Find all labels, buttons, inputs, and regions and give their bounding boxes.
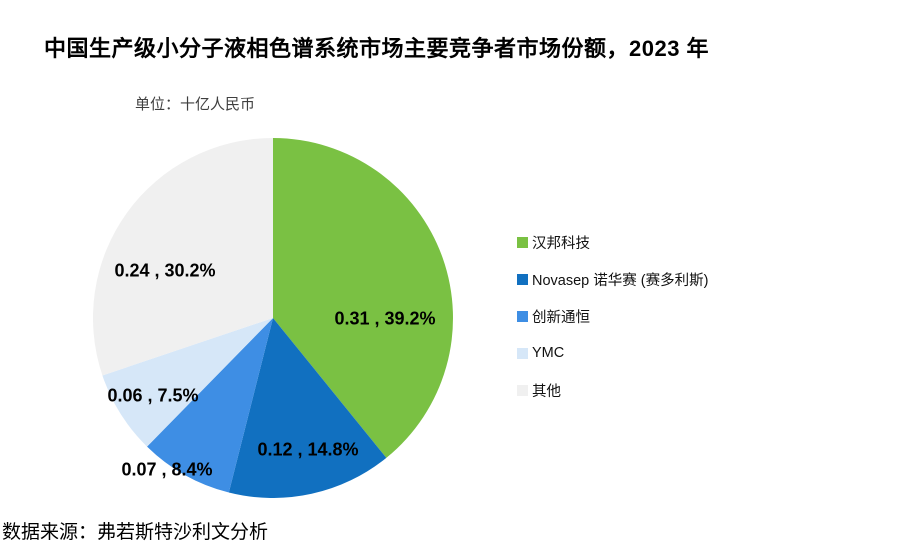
pie-data-label-ymc: 0.06 , 7.5%: [107, 385, 199, 406]
data-source: 数据来源：弗若斯特沙利文分析: [2, 521, 269, 543]
legend-label-cxth: 创新通恒: [532, 309, 590, 326]
legend-swatch-hanbang: [517, 236, 528, 248]
legend-swatch-ymc: [517, 347, 528, 359]
legend-item-others: 其他: [517, 379, 708, 401]
legend-swatch-cxth: [517, 310, 528, 322]
pie-data-label-others: 0.24 , 30.2%: [114, 260, 216, 281]
legend-label-ymc: YMC: [532, 345, 565, 361]
pie-slice-cxth: [147, 318, 273, 493]
pie-slice-ymc: [102, 318, 273, 447]
pie-data-label-hanbang: 0.31 , 39.2%: [334, 308, 436, 329]
pie-slice-others: [93, 138, 273, 376]
legend-item-ymc: YMC: [517, 342, 708, 364]
chart-title: 中国生产级小分子液相色谱系统市场主要竞争者市场份额，2023 年: [44, 36, 710, 61]
legend-item-hanbang: 汉邦科技: [517, 231, 708, 253]
legend-swatch-novasep: [517, 273, 528, 285]
legend-item-novasep: Novasep 诺华赛 (赛多利斯): [517, 268, 708, 290]
pie-slice-novasep: [228, 318, 387, 498]
legend-label-hanbang: 汉邦科技: [532, 235, 590, 252]
legend-label-novasep: Novasep 诺华赛 (赛多利斯): [532, 272, 709, 289]
legend-item-cxth: 创新通恒: [517, 305, 708, 327]
pie-chart: [93, 138, 453, 498]
legend: 汉邦科技 Novasep 诺华赛 (赛多利斯) 创新通恒 YMC 其他: [517, 231, 708, 416]
pie-slice-hanbang: [273, 138, 453, 458]
pie-data-label-novasep: 0.12 , 14.8%: [257, 439, 359, 460]
unit-label: 单位：十亿人民币: [135, 96, 256, 113]
legend-swatch-others: [517, 384, 528, 396]
legend-label-others: 其他: [532, 383, 561, 400]
pie-data-label-cxth: 0.07 , 8.4%: [121, 459, 213, 480]
